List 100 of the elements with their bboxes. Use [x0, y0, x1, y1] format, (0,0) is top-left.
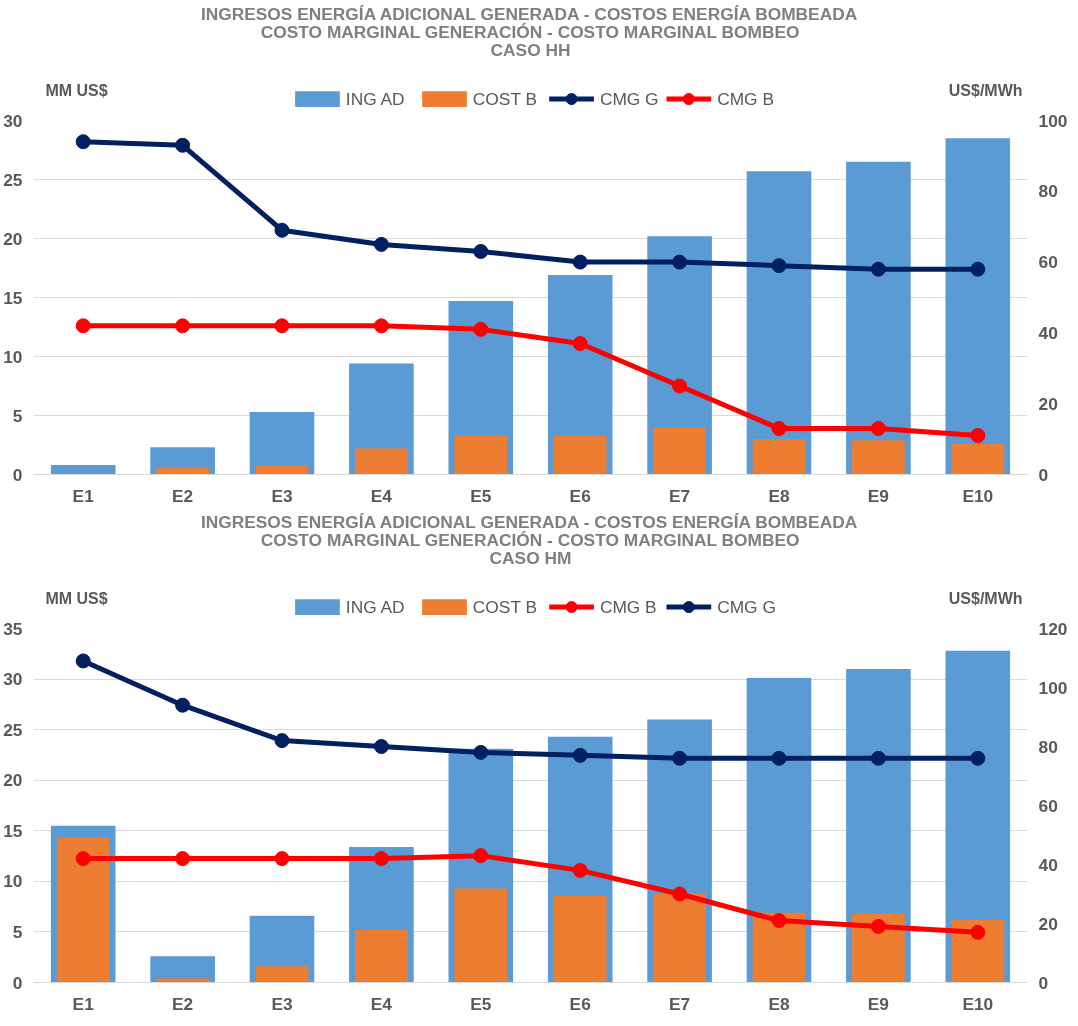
y2-tick-label: 0 — [1038, 464, 1049, 485]
x-tick-label: E2 — [172, 485, 194, 506]
x-tick-label: E1 — [72, 993, 95, 1014]
bar — [553, 895, 607, 983]
point — [175, 697, 191, 713]
y-tick-label: 20 — [3, 228, 23, 249]
y-axis-title: MM US$ — [45, 590, 108, 608]
legend-label: COST B — [472, 89, 538, 110]
x-tick-label: E4 — [370, 485, 393, 506]
bar — [752, 912, 806, 983]
point — [970, 428, 986, 444]
y-tick-label: 10 — [3, 346, 23, 367]
point — [572, 336, 588, 352]
point — [870, 750, 886, 766]
x-tick-label: E8 — [768, 993, 790, 1014]
y2-tick-label: 80 — [1038, 181, 1058, 202]
y-tick-label: 25 — [3, 169, 23, 190]
bar — [852, 913, 905, 983]
point — [970, 924, 986, 940]
bar — [653, 893, 706, 983]
bar — [653, 427, 706, 475]
point — [473, 321, 489, 337]
y2-tick-label: 100 — [1038, 677, 1068, 698]
point — [274, 318, 290, 334]
point — [175, 137, 191, 153]
point — [175, 851, 191, 867]
y2-tick-label: 20 — [1038, 913, 1058, 934]
y2-tick-label: 60 — [1038, 795, 1058, 816]
y-tick-label: 0 — [12, 464, 23, 485]
y2-axis-title: US$/MWh — [948, 590, 1023, 608]
point — [274, 222, 290, 238]
bar — [355, 929, 408, 983]
y2-axis-title: US$/MWh — [948, 82, 1023, 100]
y-tick-label: 0 — [12, 972, 23, 993]
point — [373, 739, 389, 754]
x-tick-label: E8 — [768, 485, 790, 506]
y-tick-label: 20 — [3, 770, 23, 791]
point — [572, 862, 588, 878]
y-tick-label: 5 — [12, 921, 23, 942]
x-tick-label: E9 — [867, 993, 890, 1014]
bar — [752, 439, 806, 475]
bar — [156, 467, 209, 475]
point — [771, 258, 787, 274]
x-tick-label: E7 — [669, 993, 691, 1014]
point — [771, 750, 787, 766]
x-tick-label: E5 — [470, 993, 492, 1014]
bar — [951, 919, 1005, 983]
point — [870, 261, 886, 277]
point — [572, 254, 588, 270]
bar — [56, 837, 110, 983]
x-tick-label: E7 — [669, 485, 691, 506]
legend-label: ING AD — [345, 89, 405, 110]
point — [75, 318, 91, 334]
point — [274, 851, 290, 867]
point — [672, 378, 688, 394]
y-tick-label: 30 — [3, 110, 23, 131]
x-tick-label: E6 — [569, 485, 592, 506]
bar — [50, 465, 116, 475]
x-tick-label: E10 — [962, 485, 994, 506]
point — [274, 733, 290, 749]
point — [473, 848, 489, 864]
legend-label: CMG B — [717, 89, 774, 110]
point — [75, 851, 91, 867]
x-tick-label: E2 — [172, 993, 194, 1014]
x-tick-label: E4 — [370, 993, 393, 1014]
bar — [255, 465, 309, 475]
chart-title: INGRESOS ENERGÍA ADICIONAL GENERADA - COSTOS ENERGÍA BOMBEADA COSTO MARGINAL GENERACIÓN - COSTO MARGINAL BOMBEO CASO HH — [200, 3, 858, 60]
y-tick-label: 30 — [3, 669, 23, 690]
x-tick-label: E6 — [569, 993, 592, 1014]
legend-label: CMG G — [599, 89, 659, 110]
x-tick-label: E1 — [72, 485, 95, 506]
bar — [454, 435, 508, 475]
y2-tick-label: 0 — [1038, 972, 1049, 993]
y2-tick-label: 100 — [1038, 110, 1068, 131]
bar — [355, 448, 408, 475]
point — [75, 653, 91, 669]
point — [373, 236, 389, 252]
point — [771, 913, 787, 929]
y2-tick-label: 60 — [1038, 252, 1058, 273]
y-tick-label: 35 — [3, 618, 23, 639]
point — [870, 420, 886, 436]
point — [473, 243, 489, 259]
y2-tick-label: 20 — [1038, 393, 1058, 414]
x-tick-label: E10 — [962, 993, 994, 1014]
legend-label: COST B — [472, 597, 538, 618]
point — [970, 261, 986, 277]
chart-title: INGRESOS ENERGÍA ADICIONAL GENERADA - COSTOS ENERGÍA BOMBEADA COSTO MARGINAL GENERACIÓN - COSTO MARGINAL BOMBEO CASO HM — [200, 511, 858, 568]
point — [672, 886, 688, 902]
legend-label: ING AD — [345, 597, 405, 618]
point — [75, 134, 91, 150]
y2-tick-label: 40 — [1038, 322, 1058, 343]
y-tick-label: 15 — [3, 820, 23, 841]
x-tick-label: E3 — [271, 993, 293, 1014]
y2-tick-label: 40 — [1038, 854, 1058, 875]
y-tick-label: 15 — [3, 287, 23, 308]
y2-tick-label: 80 — [1038, 736, 1058, 757]
y-tick-label: 5 — [12, 405, 23, 426]
bar — [553, 435, 607, 475]
x-tick-label: E3 — [271, 485, 293, 506]
bar — [255, 966, 309, 983]
